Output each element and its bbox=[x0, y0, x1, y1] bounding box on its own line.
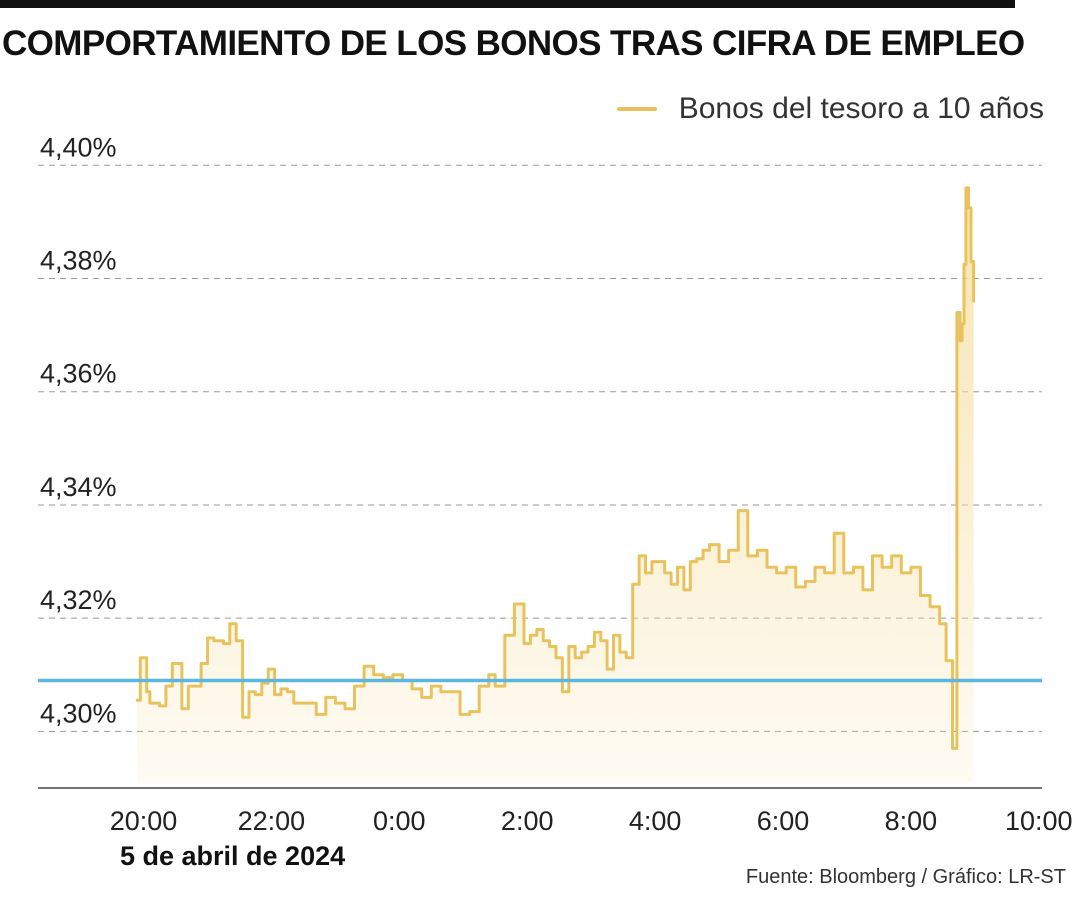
y-tick-label: 4,30% bbox=[40, 698, 117, 728]
y-tick-label: 4,34% bbox=[40, 472, 117, 502]
legend-swatch bbox=[616, 107, 657, 111]
x-tick-label: 2:00 bbox=[501, 806, 554, 836]
x-tick-label: 8:00 bbox=[885, 806, 938, 836]
date-label: 5 de abril de 2024 bbox=[120, 841, 346, 871]
series-area bbox=[137, 187, 974, 782]
y-tick-label: 4,32% bbox=[40, 585, 117, 615]
chart-title: COMPORTAMIENTO DE LOS BONOS TRAS CIFRA D… bbox=[2, 24, 1025, 63]
x-tick-label: 22:00 bbox=[238, 806, 306, 836]
y-tick-label: 4,36% bbox=[40, 359, 117, 389]
legend-label: Bonos del tesoro a 10 años bbox=[678, 92, 1044, 125]
series-line bbox=[135, 186, 976, 750]
y-tick-label: 4,40% bbox=[40, 132, 117, 162]
x-tick-label: 6:00 bbox=[757, 806, 810, 836]
x-tick-label: 10:00 bbox=[1005, 806, 1073, 836]
y-tick-label: 4,38% bbox=[40, 246, 117, 276]
x-tick-label: 20:00 bbox=[110, 806, 178, 836]
source-note: Fuente: Bloomberg / Gráfico: LR-ST bbox=[745, 866, 1066, 888]
top-rule bbox=[0, 0, 1015, 8]
legend: Bonos del tesoro a 10 años bbox=[616, 92, 1044, 126]
x-tick-label: 0:00 bbox=[373, 806, 426, 836]
x-tick-label: 4:00 bbox=[629, 806, 682, 836]
